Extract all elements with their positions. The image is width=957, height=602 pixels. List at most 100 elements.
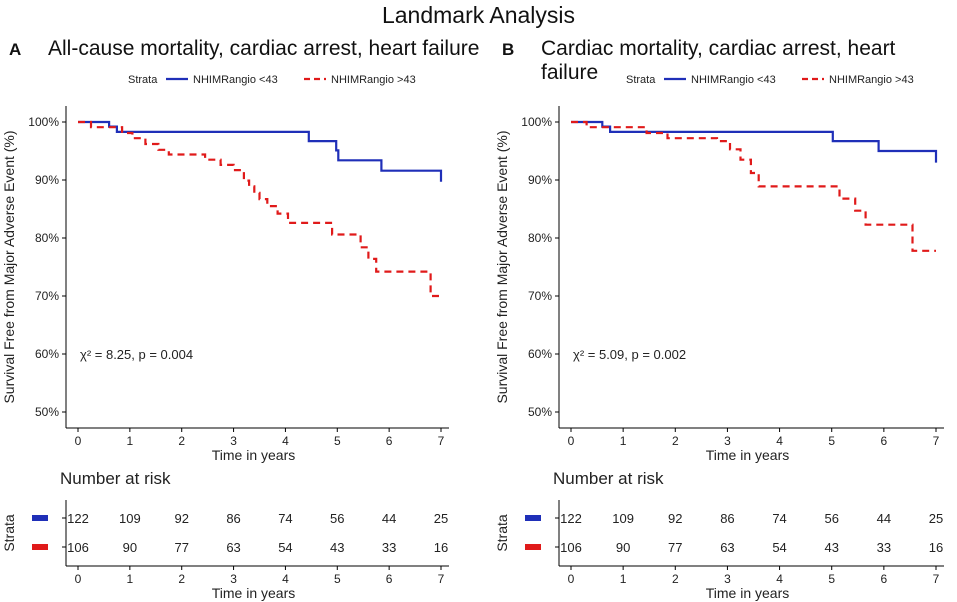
x-tick-label: 5: [334, 434, 341, 448]
y-tick-label: 90%: [35, 173, 59, 187]
risk-row-key-red: [32, 544, 48, 550]
risk-cell: 44: [382, 511, 396, 526]
legend-b: Strata NHIMRangio <43 NHIMRangio >43: [626, 74, 914, 86]
risk-x-tick-label: 1: [127, 572, 134, 586]
x-tick-label: 2: [672, 434, 679, 448]
x-tick-label: 3: [230, 434, 237, 448]
y-tick-label: 50%: [528, 405, 552, 419]
risk-cell: 33: [382, 540, 396, 555]
risk-row-key-blue: [525, 515, 541, 521]
legend-title: Strata: [128, 74, 158, 86]
legend-label: NHIMRangio <43: [193, 74, 278, 86]
risk-table-title: Number at risk: [60, 469, 171, 488]
x-tick-label: 1: [127, 434, 134, 448]
stat-annotation: χ² = 8.25, p = 0.004: [80, 347, 193, 362]
risk-cell: 90: [616, 540, 630, 555]
risk-x-tick-label: 0: [75, 572, 82, 586]
risk-cell: 92: [668, 511, 682, 526]
y-tick-label: 80%: [35, 231, 59, 245]
x-tick-label: 0: [568, 434, 575, 448]
y-axis-title: Survival Free from Major Adverse Event (…: [1, 130, 17, 403]
risk-cell: 77: [174, 540, 188, 555]
risk-x-tick-label: 5: [334, 572, 341, 586]
risk-cell: 106: [67, 540, 89, 555]
y-tick-label: 60%: [35, 347, 59, 361]
risk-cell: 77: [668, 540, 682, 555]
risk-cell: 16: [434, 540, 448, 555]
x-tick-label: 3: [724, 434, 731, 448]
legend-label: NHIMRangio >43: [331, 74, 416, 86]
risk-cell: 33: [877, 540, 891, 555]
survival-curve-red: [571, 120, 936, 252]
x-tick-label: 4: [776, 434, 783, 448]
risk-cell: 122: [67, 511, 89, 526]
risk-cell: 54: [772, 540, 786, 555]
risk-cell: 92: [174, 511, 188, 526]
x-tick-label: 2: [178, 434, 185, 448]
risk-x-tick-label: 2: [672, 572, 679, 586]
risk-x-tick-label: 1: [620, 572, 627, 586]
x-tick-label: 6: [386, 434, 393, 448]
x-tick-label: 0: [75, 434, 82, 448]
risk-x-tick-label: 7: [438, 572, 445, 586]
risk-cell: 63: [226, 540, 240, 555]
risk-cell: 16: [929, 540, 943, 555]
y-tick-label: 70%: [35, 289, 59, 303]
risk-cell: 106: [560, 540, 582, 555]
risk-cell: 74: [278, 511, 292, 526]
risk-cell: 122: [560, 511, 582, 526]
risk-row-key-blue: [32, 515, 48, 521]
y-tick-label: 90%: [528, 173, 552, 187]
y-tick-label: 100%: [28, 115, 59, 129]
risk-row-key-red: [525, 544, 541, 550]
legend-a: Strata NHIMRangio <43 NHIMRangio >43: [128, 74, 416, 86]
y-tick-label: 60%: [528, 347, 552, 361]
risk-cell: 25: [434, 511, 448, 526]
y-tick-label: 70%: [528, 289, 552, 303]
risk-x-tick-label: 4: [776, 572, 783, 586]
panel-title-a: All-cause mortality, cardiac arrest, hea…: [48, 37, 480, 60]
risk-table-title: Number at risk: [553, 469, 664, 488]
survival-curve-blue: [78, 120, 443, 182]
legend-label: NHIMRangio <43: [691, 74, 776, 86]
risk-row-label: Strata: [494, 514, 510, 552]
risk-cell: 43: [330, 540, 344, 555]
x-tick-label: 7: [438, 434, 445, 448]
x-axis-title: Time in years: [212, 447, 296, 463]
main-title: Landmark Analysis: [381, 2, 576, 28]
risk-cell: 86: [720, 511, 734, 526]
risk-x-tick-label: 2: [178, 572, 185, 586]
risk-x-tick-label: 3: [724, 572, 731, 586]
y-tick-label: 80%: [528, 231, 552, 245]
survival-curve-blue: [571, 120, 938, 163]
risk-row-label: Strata: [1, 514, 17, 552]
risk-cell: 54: [278, 540, 292, 555]
risk-cell: 44: [877, 511, 891, 526]
x-tick-label: 6: [881, 434, 888, 448]
x-tick-label: 7: [933, 434, 940, 448]
risk-x-axis-title: Time in years: [212, 585, 296, 601]
risk-cell: 25: [929, 511, 943, 526]
chart-panel-a: Strata NHIMRangio <43 NHIMRangio >43 50% 60%…: [1, 74, 449, 601]
y-tick-label: 50%: [35, 405, 59, 419]
risk-cell: 74: [772, 511, 786, 526]
y-axis-title: Survival Free from Major Adverse Event (…: [494, 130, 510, 403]
panel-letter-b: B: [502, 40, 515, 59]
y-tick-label: 100%: [521, 115, 552, 129]
risk-cell: 56: [824, 511, 838, 526]
risk-x-tick-label: 3: [230, 572, 237, 586]
risk-cell: 109: [612, 511, 634, 526]
risk-x-tick-label: 6: [386, 572, 393, 586]
risk-x-tick-label: 5: [828, 572, 835, 586]
risk-cell: 63: [720, 540, 734, 555]
x-tick-label: 5: [828, 434, 835, 448]
survival-curve-red: [78, 120, 441, 298]
risk-cell: 109: [119, 511, 141, 526]
risk-cell: 56: [330, 511, 344, 526]
risk-cell: 86: [226, 511, 240, 526]
panel-title-b: Cardiac mortality, cardiac arrest, heart…: [541, 37, 896, 84]
stat-annotation: χ² = 5.09, p = 0.002: [573, 347, 686, 362]
chart-panel-b: Strata NHIMRangio <43 NHIMRangio >43 50% 60%…: [494, 74, 944, 601]
x-tick-label: 4: [282, 434, 289, 448]
